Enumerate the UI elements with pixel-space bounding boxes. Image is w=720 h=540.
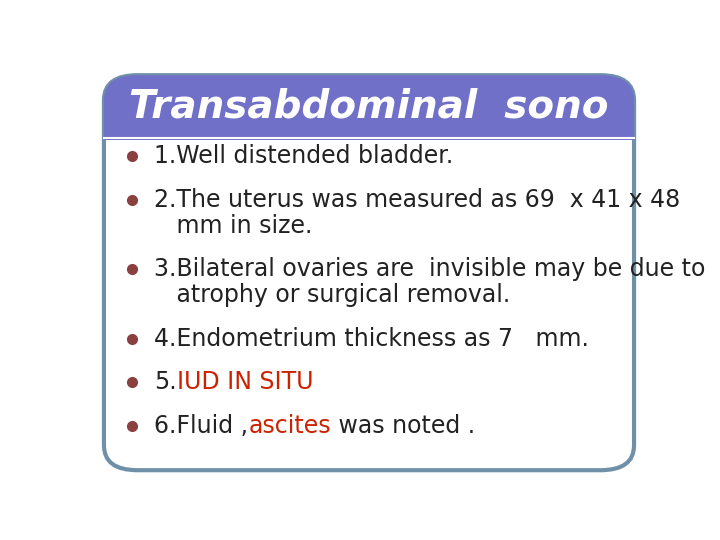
Text: 3.Bilateral ovaries are  invisible may be due to: 3.Bilateral ovaries are invisible may be… — [154, 258, 706, 281]
Text: Transabdominal  sono: Transabdominal sono — [129, 87, 608, 125]
FancyBboxPatch shape — [104, 75, 634, 140]
Text: 4.Endometrium thickness as 7   mm.: 4.Endometrium thickness as 7 mm. — [154, 327, 589, 351]
Text: IUD IN SITU: IUD IN SITU — [177, 370, 313, 395]
Text: atrophy or surgical removal.: atrophy or surgical removal. — [154, 283, 510, 307]
Text: was noted .: was noted . — [330, 414, 475, 438]
Text: 2.The uterus was measured as 69  x 41 x 48: 2.The uterus was measured as 69 x 41 x 4… — [154, 188, 680, 212]
Text: mm in size.: mm in size. — [154, 214, 312, 238]
Text: 1.Well distended bladder.: 1.Well distended bladder. — [154, 144, 454, 168]
FancyBboxPatch shape — [104, 75, 634, 470]
Bar — [104, 111, 634, 140]
Text: 6.Fluid ,: 6.Fluid , — [154, 414, 248, 438]
Text: ascites: ascites — [248, 414, 330, 438]
Text: 5.: 5. — [154, 370, 177, 395]
